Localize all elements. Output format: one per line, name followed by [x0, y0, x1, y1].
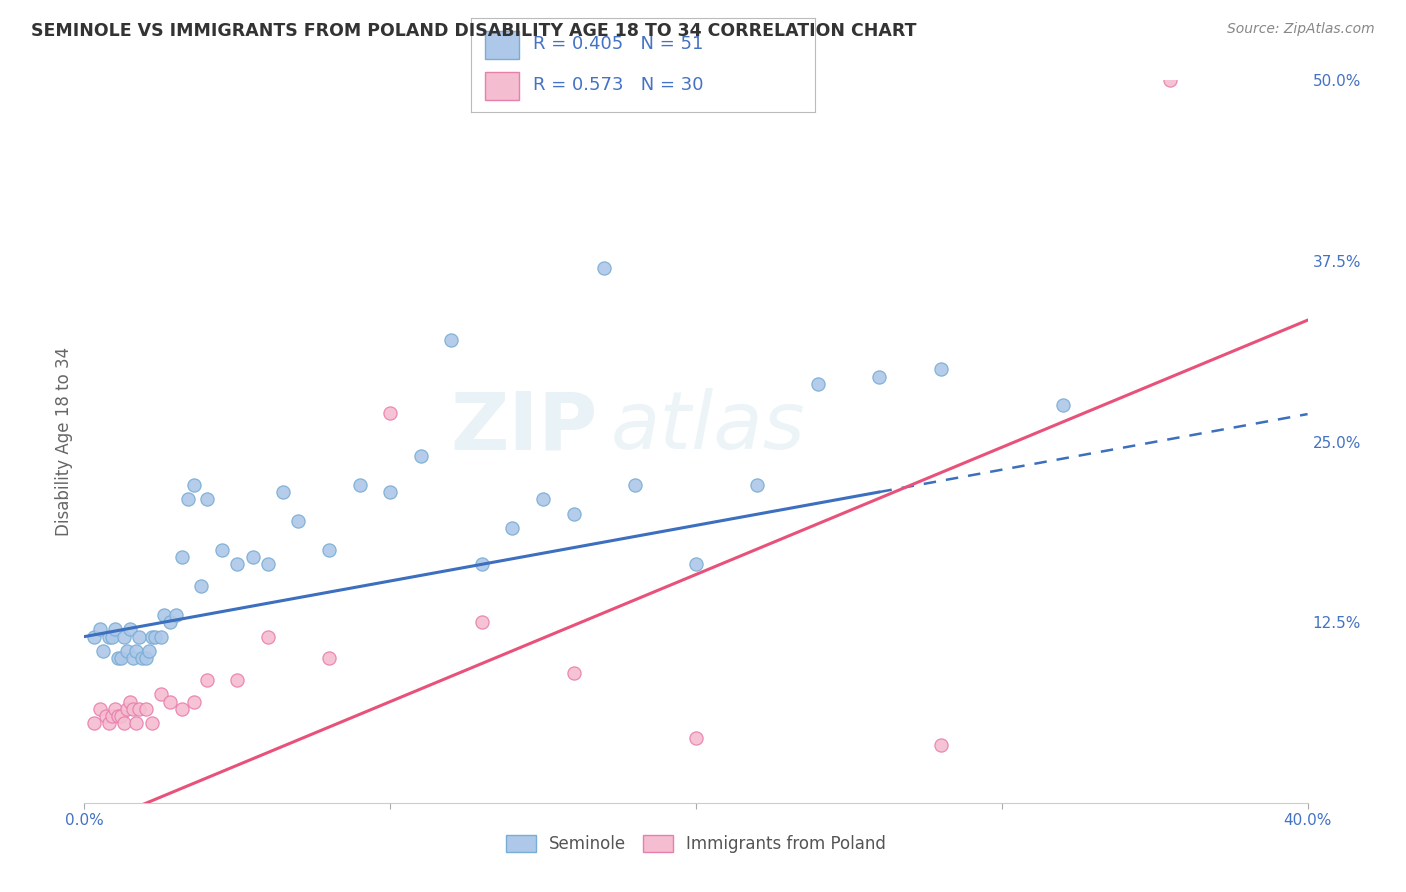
Point — [110, 651, 132, 665]
Point — [318, 542, 340, 557]
Point — [349, 478, 371, 492]
Point — [1159, 73, 1181, 87]
FancyBboxPatch shape — [485, 31, 519, 59]
Point — [440, 334, 463, 348]
Text: SEMINOLE VS IMMIGRANTS FROM POLAND DISABILITY AGE 18 TO 34 CORRELATION CHART: SEMINOLE VS IMMIGRANTS FROM POLAND DISAB… — [31, 22, 917, 40]
Point — [257, 630, 280, 644]
Text: R = 0.573   N = 30: R = 0.573 N = 30 — [533, 77, 703, 95]
Legend: Seminole, Immigrants from Poland: Seminole, Immigrants from Poland — [499, 828, 893, 860]
Point — [112, 630, 135, 644]
Point — [101, 709, 124, 723]
Point — [135, 651, 157, 665]
Point — [380, 406, 402, 420]
Point — [869, 369, 891, 384]
Point — [141, 716, 163, 731]
Point — [195, 673, 218, 687]
Point — [211, 542, 233, 557]
Point — [471, 615, 494, 630]
Point — [562, 507, 585, 521]
Point — [471, 558, 494, 572]
Point — [747, 478, 769, 492]
Point — [122, 651, 145, 665]
Point — [149, 630, 172, 644]
Point — [242, 550, 264, 565]
Point — [101, 630, 124, 644]
Point — [226, 558, 249, 572]
Point — [807, 376, 830, 391]
Point — [83, 716, 105, 731]
Point — [120, 695, 142, 709]
Point — [929, 738, 952, 752]
Point — [172, 702, 194, 716]
Point — [115, 702, 138, 716]
Point — [128, 630, 150, 644]
Point — [159, 615, 181, 630]
Point — [562, 665, 585, 680]
Point — [128, 702, 150, 716]
Point — [83, 630, 105, 644]
Point — [531, 492, 554, 507]
Text: ZIP: ZIP — [451, 388, 598, 467]
Y-axis label: Disability Age 18 to 34: Disability Age 18 to 34 — [55, 347, 73, 536]
Point — [107, 709, 129, 723]
Point — [195, 492, 218, 507]
Point — [104, 623, 127, 637]
Point — [115, 644, 138, 658]
Point — [131, 651, 153, 665]
Point — [135, 702, 157, 716]
Point — [685, 731, 707, 745]
FancyBboxPatch shape — [485, 72, 519, 100]
Point — [149, 687, 172, 701]
Point — [380, 485, 402, 500]
Point — [138, 644, 160, 658]
Point — [91, 644, 114, 658]
Point — [125, 644, 148, 658]
Point — [502, 521, 524, 535]
Point — [159, 695, 181, 709]
Point — [257, 558, 280, 572]
Point — [929, 362, 952, 376]
Point — [107, 651, 129, 665]
Point — [153, 607, 176, 622]
Point — [624, 478, 647, 492]
Point — [190, 579, 212, 593]
Point — [112, 716, 135, 731]
Point — [685, 558, 707, 572]
Point — [593, 261, 616, 276]
Point — [120, 623, 142, 637]
Point — [183, 695, 205, 709]
Point — [143, 630, 166, 644]
Point — [226, 673, 249, 687]
Point — [141, 630, 163, 644]
Text: R = 0.405   N = 51: R = 0.405 N = 51 — [533, 35, 703, 53]
Point — [89, 623, 111, 637]
Point — [409, 449, 432, 463]
Text: Source: ZipAtlas.com: Source: ZipAtlas.com — [1227, 22, 1375, 37]
Point — [110, 709, 132, 723]
Point — [287, 514, 309, 528]
Point — [122, 702, 145, 716]
Point — [97, 630, 120, 644]
Point — [97, 716, 120, 731]
Point — [271, 485, 294, 500]
Text: atlas: atlas — [610, 388, 806, 467]
Point — [183, 478, 205, 492]
Point — [318, 651, 340, 665]
Point — [94, 709, 117, 723]
Point — [89, 702, 111, 716]
Point — [125, 716, 148, 731]
Point — [1052, 398, 1074, 412]
Point — [165, 607, 187, 622]
Point — [177, 492, 200, 507]
Point — [104, 702, 127, 716]
Point — [172, 550, 194, 565]
